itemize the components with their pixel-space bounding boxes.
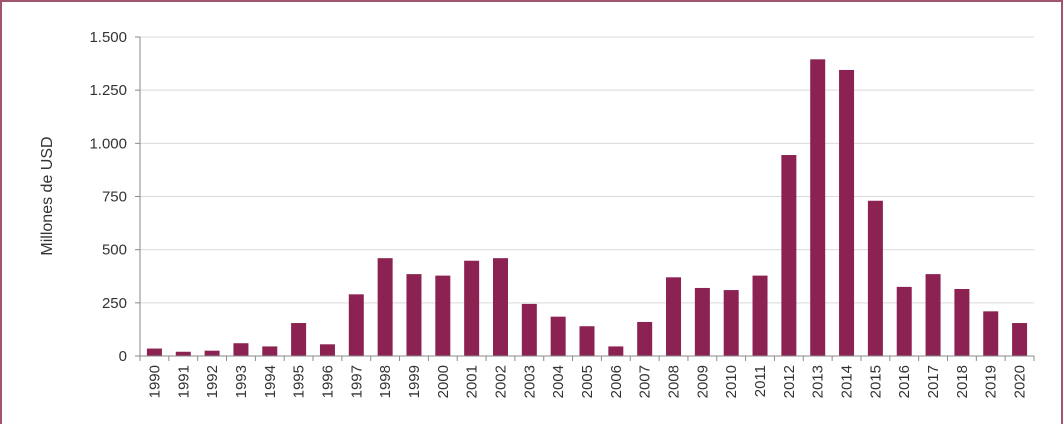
x-tick-label: 2010	[723, 365, 740, 398]
x-tick-label: 2015	[867, 365, 884, 398]
bar-2016	[896, 286, 912, 356]
x-tick-label: 2017	[925, 365, 942, 398]
bar-1991	[175, 351, 191, 356]
bar-2003	[521, 303, 537, 356]
bar-2014	[839, 69, 855, 357]
y-tick-label: 1.500	[89, 29, 127, 46]
bar-1992	[204, 350, 220, 356]
y-axis-label: Millones de USD	[39, 136, 56, 255]
bar-2006	[608, 346, 624, 356]
x-tick-label: 2019	[983, 365, 1000, 398]
bar-2018	[954, 289, 970, 356]
x-tick-label: 1995	[291, 365, 308, 398]
bar-2013	[810, 59, 826, 356]
x-tick-label: 2004	[550, 365, 567, 398]
y-tick-label: 500	[102, 242, 127, 259]
x-tick-label: 2011	[752, 365, 769, 397]
x-tick-label: 1992	[204, 365, 221, 398]
x-tick-label: 2018	[954, 365, 971, 398]
x-tick-label: 2001	[464, 365, 481, 398]
bar-2004	[550, 316, 566, 356]
bar-2015	[867, 200, 883, 356]
bar-1990	[146, 348, 162, 356]
x-tick-label: 1991	[175, 365, 192, 398]
bar-1995	[291, 323, 307, 356]
bar-2005	[579, 326, 595, 356]
bar-1999	[406, 274, 422, 356]
x-tick-label: 2000	[435, 365, 452, 398]
bar-2011	[752, 275, 768, 356]
bar-2012	[781, 155, 797, 356]
bar-1997	[348, 294, 364, 356]
gridlines	[140, 36, 1034, 304]
bar-2009	[694, 287, 710, 356]
x-tick-label: 2003	[521, 365, 538, 398]
y-tick-labels: 0 250 500 750 1.000 1.250 1.500	[89, 29, 140, 365]
x-tick-label: 2014	[839, 365, 856, 398]
x-tick-label: 2005	[579, 365, 596, 398]
bar-2002	[492, 258, 508, 356]
x-tick-label: 1996	[319, 365, 336, 398]
bar-2007	[637, 321, 653, 356]
x-tick-label: 2009	[694, 365, 711, 398]
x-tick-label: 2020	[1012, 365, 1029, 398]
x-tick-label: 2012	[781, 365, 798, 398]
x-tick-label: 2002	[492, 365, 509, 398]
y-tick-label: 0	[119, 348, 127, 365]
y-tick-label: 750	[102, 189, 127, 206]
y-tick-label: 250	[102, 295, 127, 312]
x-tick-label: 1993	[233, 365, 250, 398]
bar-2008	[666, 277, 682, 356]
x-tick-label: 2006	[608, 365, 625, 398]
x-tick-label: 2007	[637, 365, 654, 398]
bar-1998	[377, 258, 393, 356]
x-tick-label: 2016	[896, 365, 913, 398]
x-tick-label: 1999	[406, 365, 423, 398]
bar-2010	[723, 290, 739, 356]
x-tick-label: 2008	[666, 365, 683, 398]
bar-2019	[983, 311, 999, 356]
bar-1996	[319, 344, 335, 356]
bar-1994	[262, 346, 278, 356]
bar-2000	[435, 275, 451, 356]
x-tick-label: 1990	[146, 365, 163, 398]
bar-2001	[464, 260, 480, 356]
x-tick-labels: 1990 1991 1992 1993 1994 1995 1996 1997 1998 1999…	[139, 356, 1035, 398]
x-tick-label: 2013	[810, 365, 827, 398]
bars	[146, 59, 1028, 357]
x-tick-label: 1994	[262, 365, 279, 398]
y-tick-label: 1.000	[89, 135, 127, 152]
x-tick-label: 1998	[377, 365, 394, 398]
x-tick-label: 1997	[348, 365, 365, 398]
bar-2020	[1012, 323, 1028, 356]
bar-2017	[925, 274, 941, 356]
y-tick-label: 1.250	[89, 82, 127, 99]
bar-1993	[233, 343, 249, 356]
